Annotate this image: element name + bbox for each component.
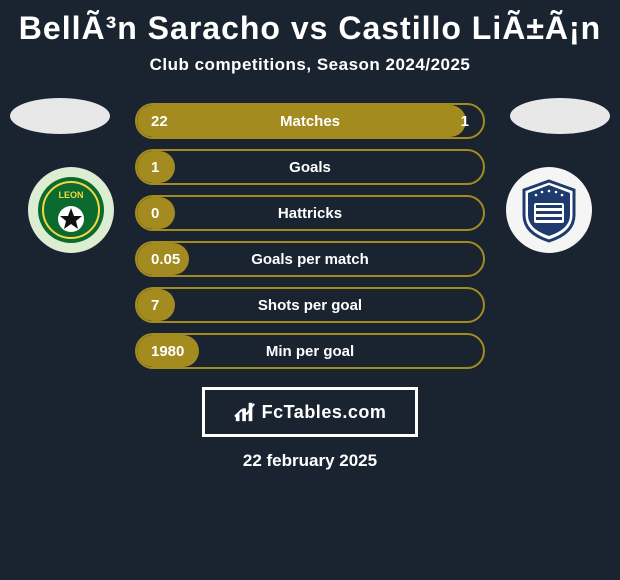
page-title: BellÃ³n Saracho vs Castillo LiÃ±Ã¡n: [0, 0, 620, 47]
stat-row: 1980Min per goal: [135, 333, 485, 369]
stat-label: Matches: [137, 113, 483, 130]
stat-row: 0Hattricks: [135, 195, 485, 231]
brand-badge: FcTables.com: [202, 387, 418, 437]
subtitle: Club competitions, Season 2024/2025: [0, 55, 620, 75]
stat-label: Min per goal: [137, 343, 483, 360]
comparison-panel: LEON 22Matches11Goals0Hattricks0.05Goals…: [0, 103, 620, 471]
pachuca-logo-icon: [514, 175, 584, 245]
chart-icon: [234, 401, 256, 423]
stat-row: 22Matches1: [135, 103, 485, 139]
date-text: 22 february 2025: [0, 451, 620, 471]
svg-text:LEON: LEON: [58, 190, 83, 200]
brand-text: FcTables.com: [262, 402, 387, 423]
stats-list: 22Matches11Goals0Hattricks0.05Goals per …: [135, 103, 485, 369]
team-badge-left: LEON: [28, 167, 114, 253]
player-photo-right: [510, 98, 610, 134]
stat-value-right: 1: [461, 113, 469, 130]
stat-row: 0.05Goals per match: [135, 241, 485, 277]
stat-row: 1Goals: [135, 149, 485, 185]
stat-label: Hattricks: [137, 205, 483, 222]
player-photo-left: [10, 98, 110, 134]
stat-row: 7Shots per goal: [135, 287, 485, 323]
stat-label: Shots per goal: [137, 297, 483, 314]
stat-label: Goals: [137, 159, 483, 176]
leon-logo-icon: LEON: [36, 175, 106, 245]
team-badge-right: [506, 167, 592, 253]
stat-label: Goals per match: [137, 251, 483, 268]
